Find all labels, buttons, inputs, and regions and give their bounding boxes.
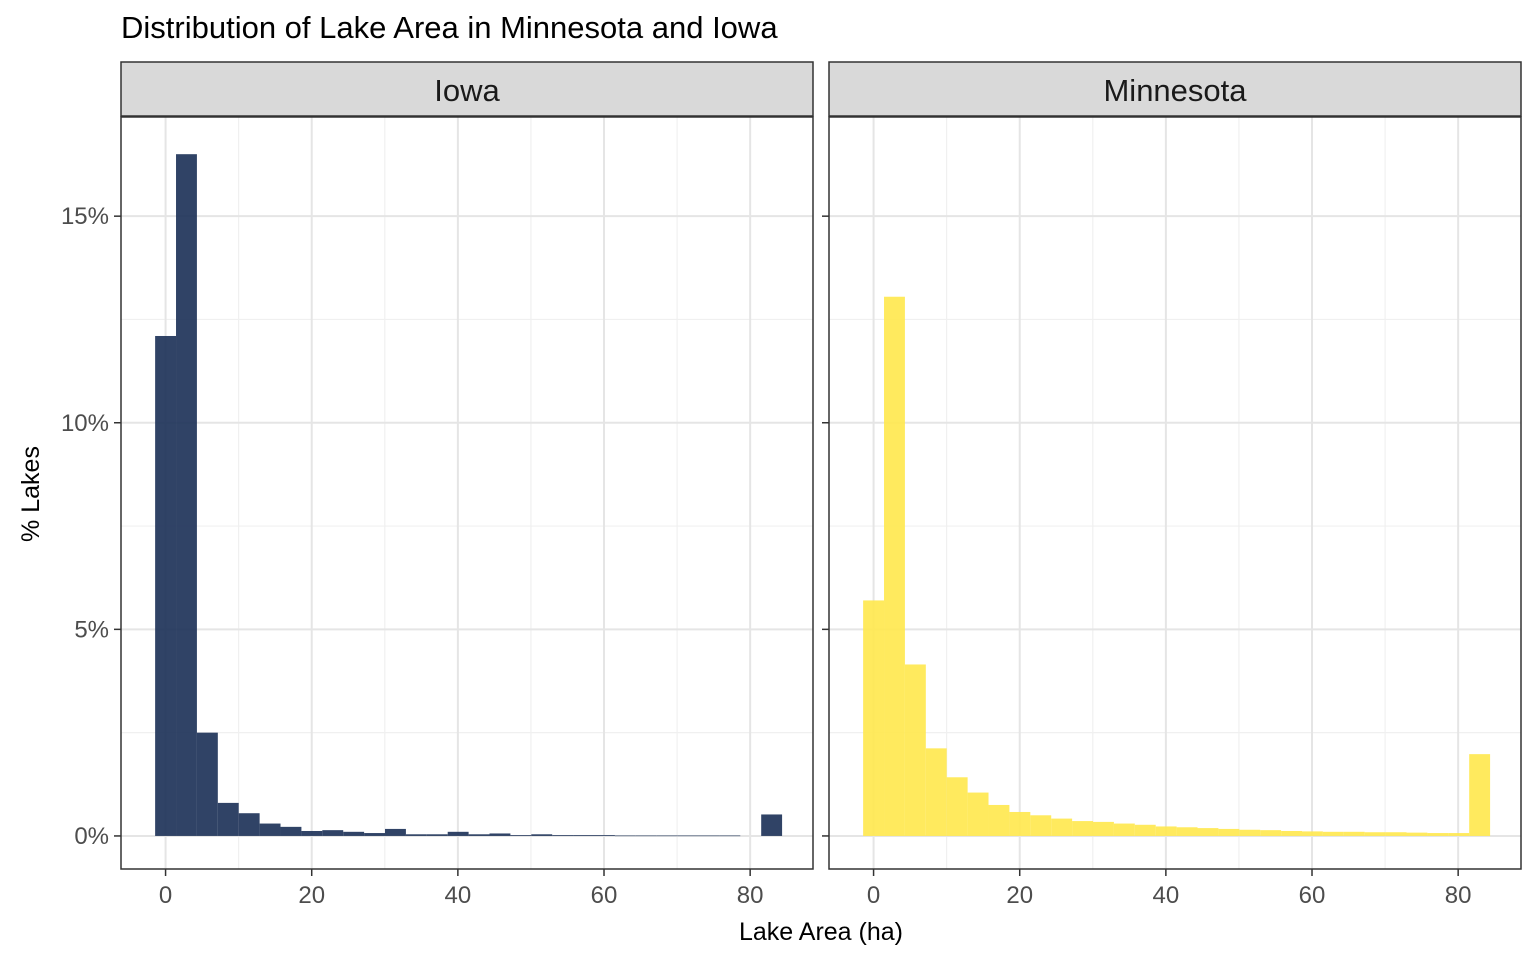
histogram-bar (635, 835, 657, 837)
histogram-bar (967, 792, 989, 836)
histogram-bar (531, 834, 553, 836)
histogram-bar (1113, 823, 1135, 836)
histogram-bar (238, 813, 260, 836)
panel-background (829, 117, 1521, 869)
histogram-bar (405, 834, 427, 836)
facet-strip (828, 61, 1522, 117)
histogram-bar (1406, 832, 1428, 836)
x-tick-label: 40 (445, 882, 472, 909)
histogram-bar (1385, 832, 1407, 836)
panel-background (121, 117, 813, 869)
histogram-bar (698, 835, 720, 837)
histogram-bar (761, 814, 783, 836)
histogram-bar (489, 833, 511, 836)
histogram-bar (1343, 831, 1365, 836)
histogram-bar (301, 830, 323, 836)
panel-minnesota: Minnesota 0 20 40 60 80 (822, 61, 1522, 909)
panel-border (120, 116, 814, 870)
histogram-bar (510, 835, 532, 836)
histogram-bar (1281, 830, 1303, 836)
histogram-bar (1469, 754, 1491, 836)
histogram-bar (1322, 831, 1344, 836)
histogram-bar (988, 804, 1010, 836)
x-tick-label: 0 (867, 882, 880, 909)
histogram-bar (594, 835, 615, 836)
histogram-bar (863, 600, 885, 836)
histogram-bar (904, 664, 926, 836)
histogram-bar (719, 835, 741, 837)
facet-strip (120, 61, 814, 117)
histogram-bar (364, 833, 386, 836)
histogram-bar (1134, 824, 1156, 836)
histogram-bar (343, 831, 365, 836)
histogram-bar (573, 835, 595, 836)
histogram-bar (385, 828, 406, 836)
histogram-bar (468, 834, 490, 836)
histogram-bar (196, 732, 218, 836)
chart-title: Distribution of Lake Area in Minnesota a… (121, 10, 778, 45)
y-tick-label: 15% (61, 203, 109, 230)
facet-panels: Iowa 0 20 40 60 80 0% 5% 10% 15% Minnesota 0 20 40 60 8… (61, 61, 1522, 909)
histogram-bar (259, 823, 281, 836)
histogram-bar (426, 834, 448, 836)
histogram-bar (1364, 832, 1386, 836)
histogram-bar (447, 831, 469, 836)
histogram-bar (925, 748, 947, 836)
x-tick-label: 80 (737, 882, 764, 909)
panel-iowa: Iowa 0 20 40 60 80 0% 5% 10% 15% (61, 61, 814, 909)
histogram-bar (552, 835, 574, 836)
histogram-bar (1155, 826, 1177, 836)
histogram-bar (1427, 833, 1449, 836)
x-tick-label: 0 (159, 882, 172, 909)
y-tick-label: 5% (74, 616, 109, 643)
histogram-bar (1176, 827, 1198, 836)
y-tick-label: 10% (61, 410, 109, 437)
facet-strip-label: Iowa (434, 73, 500, 108)
x-tick-label: 20 (298, 882, 325, 909)
histogram-bar (155, 335, 177, 836)
histogram-bar (1239, 829, 1261, 836)
x-axis-title: Lake Area (ha) (739, 918, 903, 946)
facet-strip-label: Minnesota (1103, 73, 1247, 108)
x-tick-label: 20 (1006, 882, 1033, 909)
histogram-bar (322, 830, 344, 836)
histogram-bar (1302, 831, 1323, 836)
histogram-bar (677, 835, 699, 837)
histogram-bar (1218, 828, 1240, 836)
x-tick-label: 60 (591, 882, 618, 909)
histogram-bar (280, 826, 302, 836)
histogram-bar (1030, 815, 1052, 836)
y-tick-label: 0% (74, 823, 109, 850)
x-tick-label: 80 (1445, 882, 1472, 909)
x-tick-label: 40 (1153, 882, 1180, 909)
histogram-bar (217, 802, 239, 836)
histogram-bar (1009, 811, 1031, 836)
histogram-bar (656, 835, 678, 837)
histogram-bar (1093, 821, 1114, 836)
histogram-bar (1051, 818, 1073, 836)
histogram-bar (1448, 833, 1470, 836)
y-axis-title: % Lakes (17, 446, 45, 542)
panel-border (828, 116, 1522, 870)
x-tick-label: 60 (1299, 882, 1326, 909)
histogram-bar (884, 296, 905, 836)
histogram-bar (176, 154, 197, 836)
histogram-bar (946, 777, 968, 836)
histogram-bar (1197, 828, 1219, 836)
histogram-bar (1260, 830, 1282, 836)
histogram-bar (1072, 821, 1094, 836)
histogram-bar (614, 835, 636, 837)
